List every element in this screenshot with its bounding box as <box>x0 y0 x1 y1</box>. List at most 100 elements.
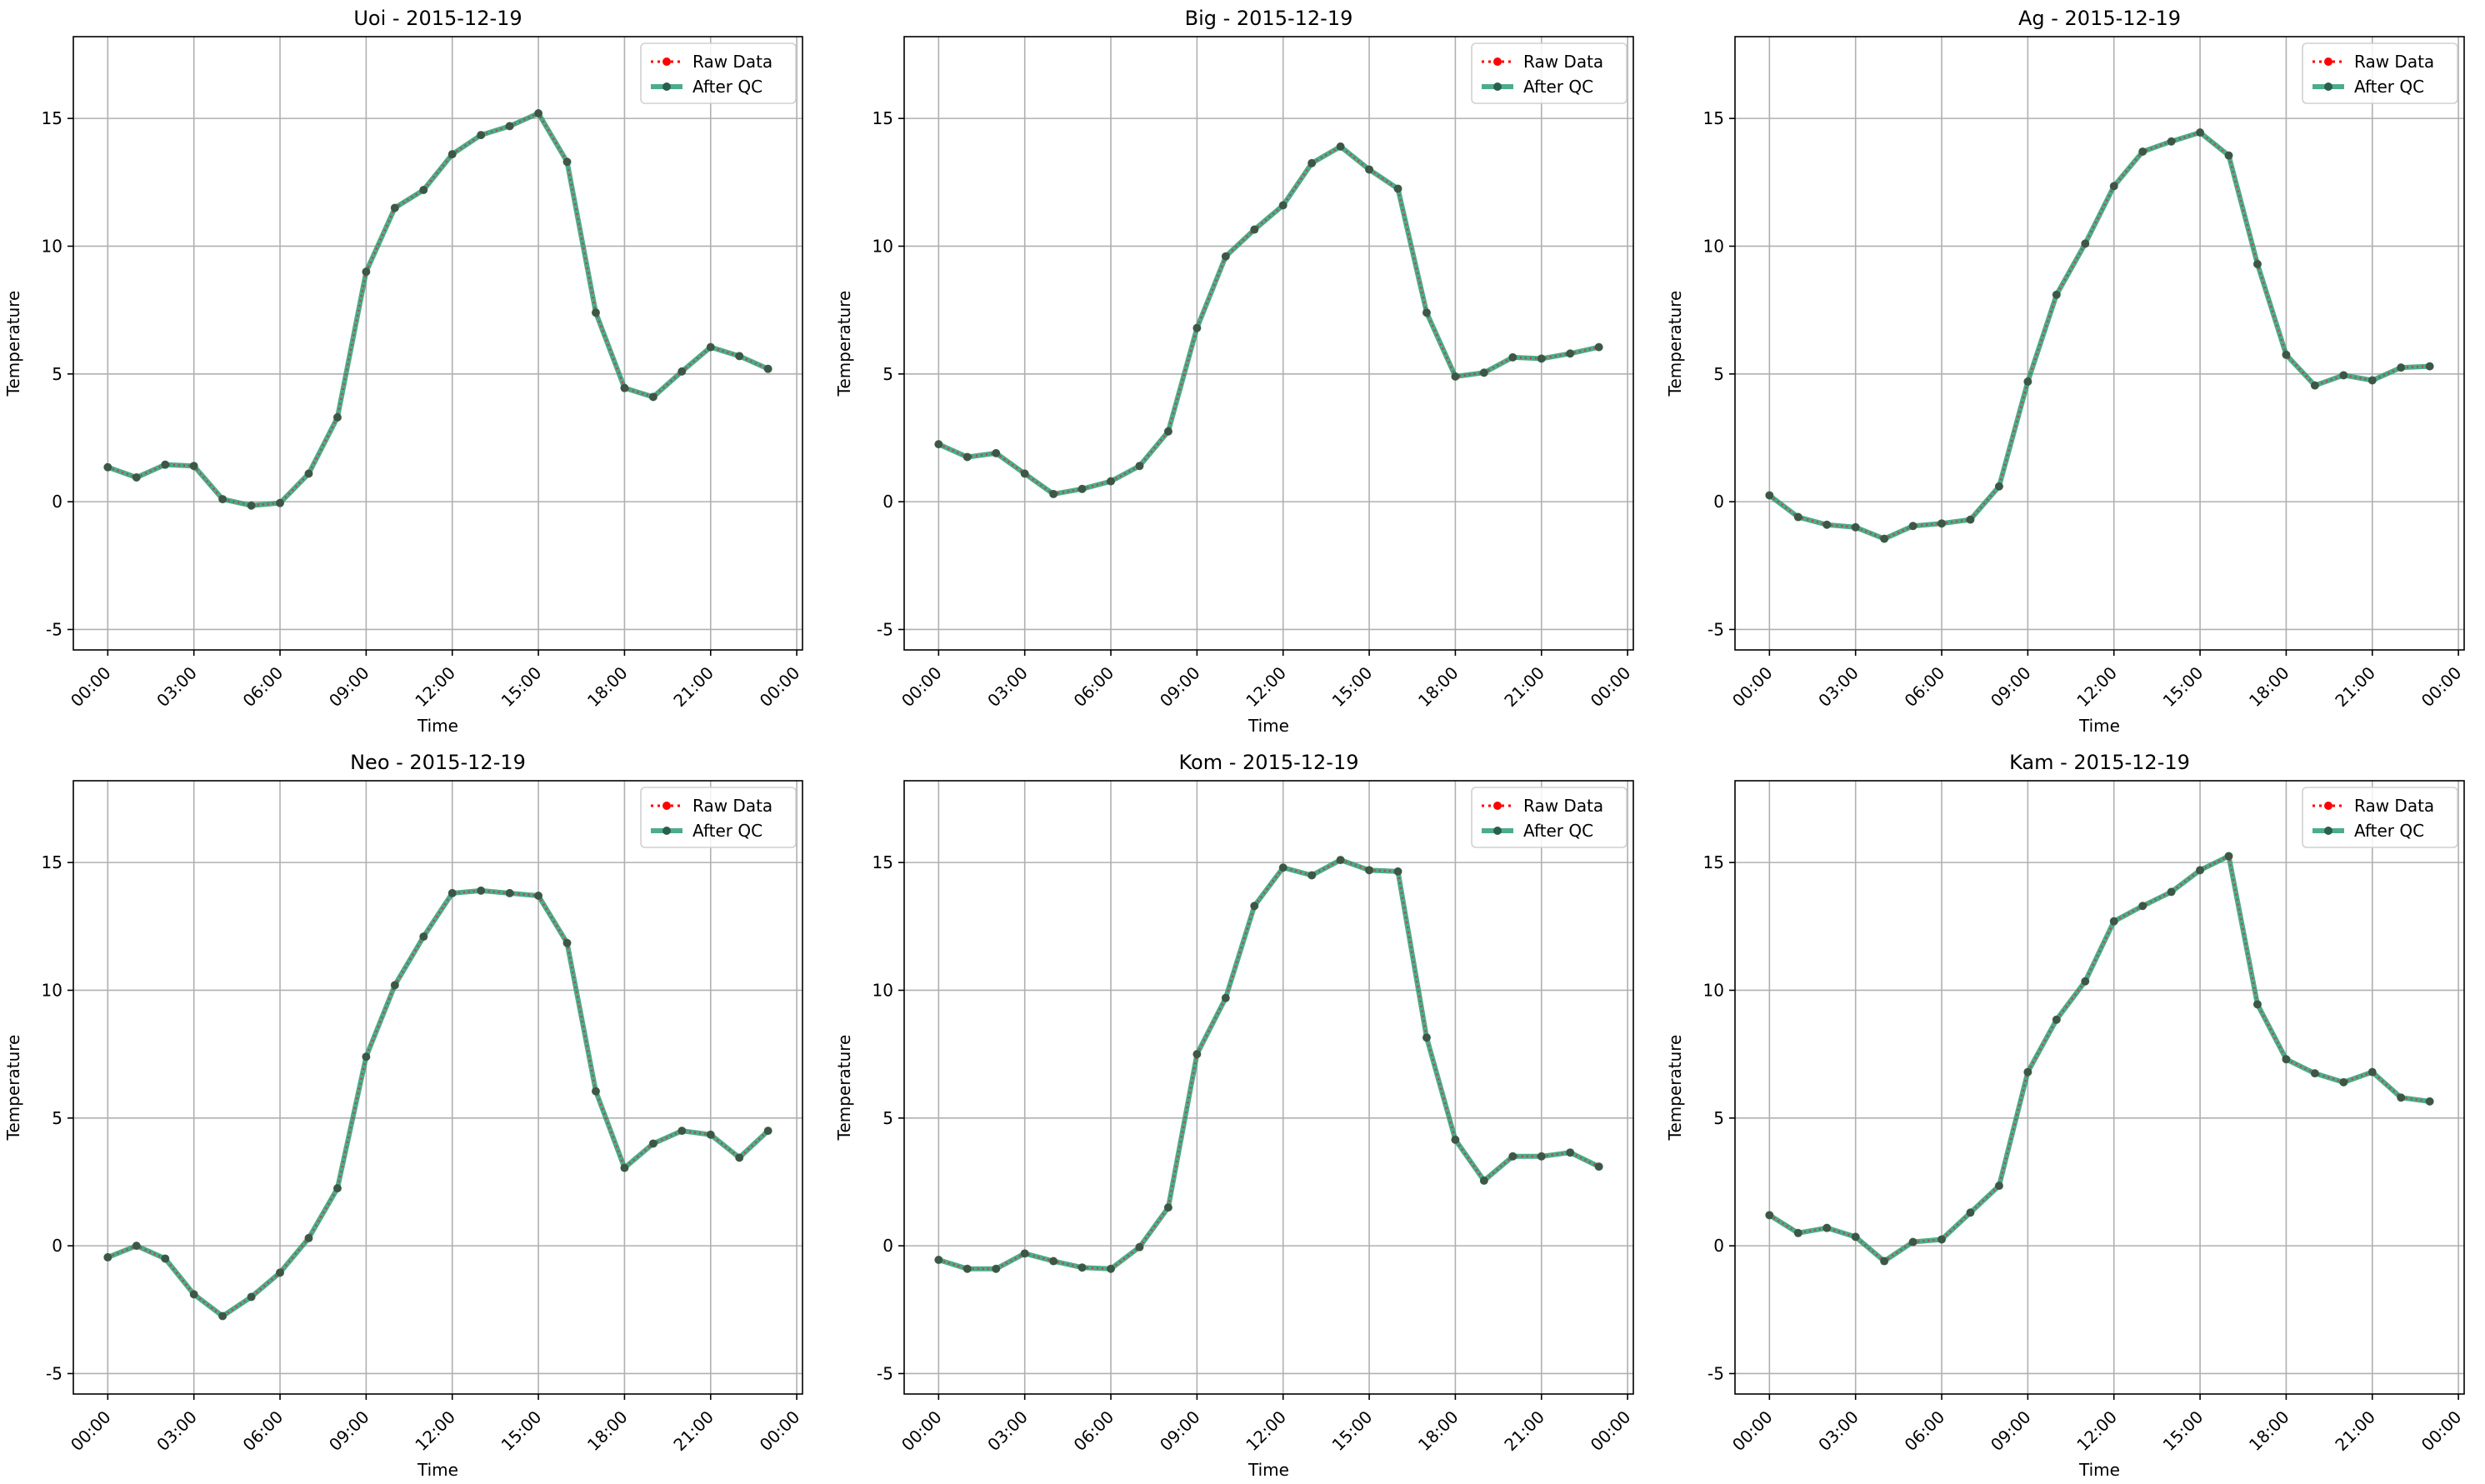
data-point-after-qc <box>1594 342 1603 352</box>
data-point-after-qc <box>1594 1162 1603 1172</box>
data-point-after-qc <box>218 495 228 504</box>
data-point-after-qc <box>477 886 486 895</box>
subplot-title: Kom - 2015-12-19 <box>1179 751 1359 774</box>
data-point-after-qc <box>2138 147 2148 156</box>
y-axis-label: Temperature <box>1665 1035 1685 1142</box>
data-point-after-qc <box>534 892 543 900</box>
y-axis-label: Temperature <box>834 1035 854 1142</box>
x-tick-label: 03:00 <box>152 662 201 711</box>
legend-label-raw-data: Raw Data <box>2354 796 2434 816</box>
x-tick-label: 00:00 <box>1728 662 1777 711</box>
y-tick-label: 15 <box>42 852 62 872</box>
data-point-after-qc <box>962 452 972 462</box>
data-point-after-qc <box>1966 515 1975 524</box>
y-tick-label: 0 <box>52 1236 62 1256</box>
data-point-after-qc <box>448 888 457 897</box>
y-axis-label: Temperature <box>3 291 23 397</box>
x-tick-label: 09:00 <box>1987 662 2035 711</box>
y-axis-label: Temperature <box>3 1035 23 1142</box>
data-point-after-qc <box>390 981 399 990</box>
x-tick-label: 21:00 <box>2331 1407 2379 1455</box>
data-point-after-qc <box>1192 323 1202 332</box>
data-point-after-qc <box>1221 252 1230 261</box>
data-point-after-qc <box>189 1290 198 1299</box>
data-point-after-qc <box>1336 856 1345 865</box>
data-point-after-qc <box>1250 225 1259 234</box>
y-tick-label: 15 <box>42 108 62 128</box>
subplot-title: Ag - 2015-12-19 <box>2018 7 2181 30</box>
x-tick-label: 15:00 <box>2159 662 2208 711</box>
series-line-raw-data <box>1768 854 2430 1263</box>
data-point-after-qc <box>2282 350 2291 359</box>
legend: Raw Data After QC <box>640 42 797 104</box>
data-point-after-qc <box>1308 871 1317 880</box>
subplot-title: Neo - 2015-12-19 <box>350 751 526 774</box>
plot-area <box>1735 37 2464 650</box>
plot-area <box>904 37 1633 650</box>
x-tick-label: 09:00 <box>325 662 373 711</box>
subplot-6: -5 0 5 10 15 00:00 03:00 06:00 09:00 12:00 15:00 18… <box>1665 751 2465 1480</box>
data-point-after-qc <box>2252 1000 2262 1009</box>
data-point-after-qc <box>1508 1152 1518 1161</box>
data-point-after-qc <box>620 1163 629 1172</box>
data-point-after-qc <box>1422 308 1431 317</box>
data-point-after-qc <box>678 1127 687 1136</box>
subplot-title: Kam - 2015-12-19 <box>2009 751 2190 774</box>
data-point-after-qc <box>1163 427 1172 436</box>
data-point-after-qc <box>2310 1069 2319 1078</box>
data-point-after-qc <box>962 1264 972 1273</box>
y-tick-label: -5 <box>1708 1363 1724 1383</box>
x-tick-label: 18:00 <box>583 1407 632 1455</box>
x-tick-label: 21:00 <box>669 1407 718 1455</box>
y-tick-label: 0 <box>1713 1236 1724 1256</box>
data-point-after-qc <box>2425 362 2434 371</box>
x-axis-label: Time <box>1248 716 1289 736</box>
data-point-after-qc <box>1508 352 1518 362</box>
x-tick-label: 03:00 <box>983 1407 1032 1455</box>
x-tick-label: 12:00 <box>1242 662 1290 711</box>
data-point-after-qc <box>332 412 342 422</box>
y-tick-label: 15 <box>1703 108 1724 128</box>
data-point-after-qc <box>2052 290 2061 299</box>
x-tick-label: 15:00 <box>1328 662 1377 711</box>
data-point-after-qc <box>1451 1135 1460 1144</box>
data-point-after-qc <box>362 267 371 277</box>
x-axis-label: Time <box>1248 1460 1289 1480</box>
series-line-raw-data <box>107 889 769 1317</box>
legend-label-raw-data: Raw Data <box>692 796 772 816</box>
legend-label-raw-data: Raw Data <box>692 52 772 72</box>
data-point-after-qc <box>161 460 170 469</box>
data-point-after-qc <box>2196 866 2205 875</box>
x-tick-label: 03:00 <box>1814 662 1862 711</box>
data-point-after-qc <box>1393 867 1402 876</box>
y-tick-label: 5 <box>52 1108 62 1128</box>
axes-frame <box>1734 780 2465 1395</box>
data-point-after-qc <box>1221 993 1230 1002</box>
data-point-after-qc <box>2224 852 2233 861</box>
data-point-after-qc <box>2339 1077 2348 1087</box>
axes-frame <box>1734 36 2465 651</box>
subplot-title: Big - 2015-12-19 <box>1185 7 1353 30</box>
data-point-after-qc <box>2167 137 2176 146</box>
data-point-after-qc <box>304 1233 313 1242</box>
plot-area <box>1735 781 2464 1394</box>
data-point-after-qc <box>1020 469 1029 478</box>
legend-label-after-qc: After QC <box>1523 77 1593 97</box>
data-point-after-qc <box>1078 1263 1087 1272</box>
x-tick-label: 03:00 <box>1814 1407 1862 1455</box>
y-tick-label: 10 <box>872 980 893 1000</box>
data-point-after-qc <box>132 1242 141 1251</box>
data-point-after-qc <box>992 448 1001 457</box>
x-tick-label: 03:00 <box>152 1407 201 1455</box>
data-point-after-qc <box>934 440 943 449</box>
data-point-after-qc <box>1566 349 1575 358</box>
data-point-after-qc <box>505 122 514 131</box>
x-tick-label: 00:00 <box>756 662 804 711</box>
data-point-after-qc <box>1479 1176 1488 1185</box>
data-point-after-qc <box>1479 368 1488 377</box>
legend-label-raw-data: Raw Data <box>2354 52 2434 72</box>
data-point-after-qc <box>1822 1223 1832 1232</box>
x-tick-label: 12:00 <box>2072 662 2121 711</box>
legend-swatch-raw-marker <box>1493 802 1502 810</box>
data-point-after-qc <box>2252 259 2262 268</box>
